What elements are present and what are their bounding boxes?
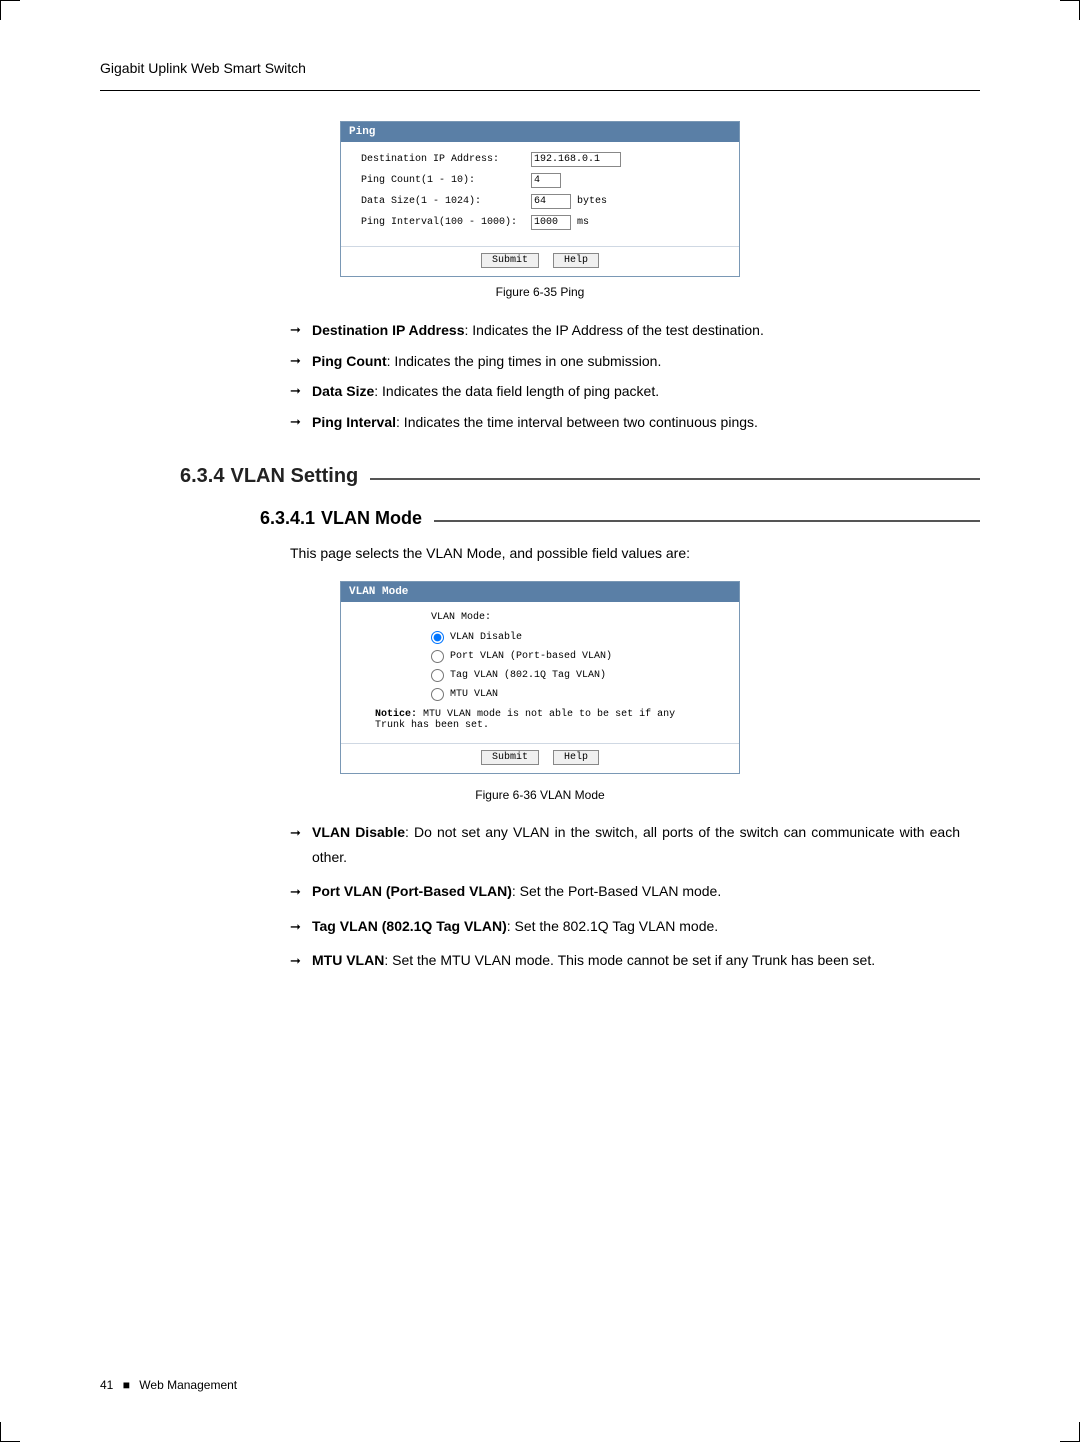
mtu-vlan-radio[interactable] <box>431 688 444 701</box>
crop-mark <box>0 0 20 20</box>
crop-mark <box>1060 0 1080 20</box>
vlan-notice: Notice: MTU VLAN mode is not able to be … <box>375 709 705 731</box>
radio-row: Tag VLAN (802.1Q Tag VLAN) <box>431 669 709 682</box>
section-number: 6.3.4 <box>180 465 224 488</box>
ping-panel-title: Ping <box>341 122 739 142</box>
tag-vlan-radio[interactable] <box>431 669 444 682</box>
desc: : Indicates the data field length of pin… <box>374 383 659 399</box>
vlan-disable-radio[interactable] <box>431 631 444 644</box>
list-item: MTU VLAN: Set the MTU VLAN mode. This mo… <box>290 948 980 973</box>
ping-panel-footer: Submit Help <box>341 246 739 276</box>
data-size-unit: bytes <box>577 196 607 207</box>
list-item: VLAN Disable: Do not set any VLAN in the… <box>290 820 980 869</box>
vlan-mode-panel: VLAN Mode VLAN Mode: VLAN Disable Port V… <box>340 581 740 774</box>
ping-submit-button[interactable]: Submit <box>481 253 539 268</box>
subsection-intro: This page selects the VLAN Mode, and pos… <box>290 545 980 561</box>
desc: : Indicates the time interval between tw… <box>396 414 758 430</box>
vlan-help-button[interactable]: Help <box>553 750 599 765</box>
header-rule <box>100 90 980 91</box>
vlan-submit-button[interactable]: Submit <box>481 750 539 765</box>
dest-ip-label: Destination IP Address: <box>361 154 531 165</box>
desc: : Indicates the ping times in one submis… <box>387 353 662 369</box>
running-header: Gigabit Uplink Web Smart Switch <box>100 60 980 76</box>
term: Ping Interval <box>312 414 396 430</box>
notice-label: Notice: <box>375 709 417 720</box>
vlan-panel-body: VLAN Mode: VLAN Disable Port VLAN (Port-… <box>341 602 739 743</box>
section-heading: 6.3.4 VLAN Setting <box>180 465 980 488</box>
term: Ping Count <box>312 353 387 369</box>
vlan-panel-footer: Submit Help <box>341 743 739 773</box>
radio-row: MTU VLAN <box>431 688 709 701</box>
vlan-mode-label: VLAN Mode: <box>431 612 709 623</box>
subsection-heading: 6.3.4.1 VLAN Mode <box>260 508 980 529</box>
desc: : Set the MTU VLAN mode. This mode canno… <box>384 952 875 968</box>
list-item: Destination IP Address: Indicates the IP… <box>290 317 980 344</box>
term: Data Size <box>312 383 374 399</box>
term: Port VLAN (Port-Based VLAN) <box>312 883 512 899</box>
crop-mark <box>0 1422 20 1442</box>
data-size-label: Data Size(1 - 1024): <box>361 196 531 207</box>
term: MTU VLAN <box>312 952 384 968</box>
section-rule <box>370 478 980 480</box>
vlan-panel-title: VLAN Mode <box>341 582 739 602</box>
ping-count-input[interactable] <box>531 173 561 188</box>
page-number: 41 <box>100 1378 113 1392</box>
vlan-description-list: VLAN Disable: Do not set any VLAN in the… <box>290 820 980 973</box>
section-title: VLAN Setting <box>230 465 358 488</box>
radio-label: VLAN Disable <box>450 632 522 643</box>
desc: : Indicates the IP Address of the test d… <box>464 322 763 338</box>
ping-description-list: Destination IP Address: Indicates the IP… <box>290 317 980 435</box>
ping-panel: Ping Destination IP Address: Ping Count(… <box>340 121 740 277</box>
subsection-number: 6.3.4.1 <box>260 508 315 529</box>
list-item: Ping Interval: Indicates the time interv… <box>290 409 980 436</box>
port-vlan-radio[interactable] <box>431 650 444 663</box>
list-item: Data Size: Indicates the data field leng… <box>290 378 980 405</box>
list-item: Port VLAN (Port-Based VLAN): Set the Por… <box>290 879 980 904</box>
ping-panel-body: Destination IP Address: Ping Count(1 - 1… <box>341 142 739 246</box>
page-footer: 41 ■ Web Management <box>100 1378 237 1392</box>
radio-label: Tag VLAN (802.1Q Tag VLAN) <box>450 670 606 681</box>
list-item: Tag VLAN (802.1Q Tag VLAN): Set the 802.… <box>290 914 980 939</box>
ping-count-label: Ping Count(1 - 10): <box>361 175 531 186</box>
data-size-input[interactable] <box>531 194 571 209</box>
ping-interval-label: Ping Interval(100 - 1000): <box>361 217 531 228</box>
subsection-rule <box>434 520 980 522</box>
term: VLAN Disable <box>312 824 405 840</box>
list-item: Ping Count: Indicates the ping times in … <box>290 348 980 375</box>
dest-ip-input[interactable] <box>531 152 621 167</box>
desc: : Do not set any VLAN in the switch, all… <box>312 824 960 865</box>
term: Tag VLAN (802.1Q Tag VLAN) <box>312 918 507 934</box>
radio-label: MTU VLAN <box>450 689 498 700</box>
figure-caption-vlan: Figure 6-36 VLAN Mode <box>100 788 980 802</box>
footer-section: Web Management <box>139 1378 237 1392</box>
radio-label: Port VLAN (Port-based VLAN) <box>450 651 612 662</box>
ping-interval-input[interactable] <box>531 215 571 230</box>
desc: : Set the Port-Based VLAN mode. <box>512 883 721 899</box>
ping-help-button[interactable]: Help <box>553 253 599 268</box>
subsection-title: VLAN Mode <box>321 508 422 529</box>
radio-row: Port VLAN (Port-based VLAN) <box>431 650 709 663</box>
figure-caption-ping: Figure 6-35 Ping <box>100 285 980 299</box>
page: Gigabit Uplink Web Smart Switch Ping Des… <box>0 0 1080 1442</box>
radio-row: VLAN Disable <box>431 631 709 644</box>
notice-text: MTU VLAN mode is not able to be set if a… <box>375 709 675 731</box>
footer-separator: ■ <box>123 1378 130 1392</box>
ping-interval-unit: ms <box>577 217 589 228</box>
desc: : Set the 802.1Q Tag VLAN mode. <box>507 918 718 934</box>
term: Destination IP Address <box>312 322 464 338</box>
crop-mark <box>1060 1422 1080 1442</box>
